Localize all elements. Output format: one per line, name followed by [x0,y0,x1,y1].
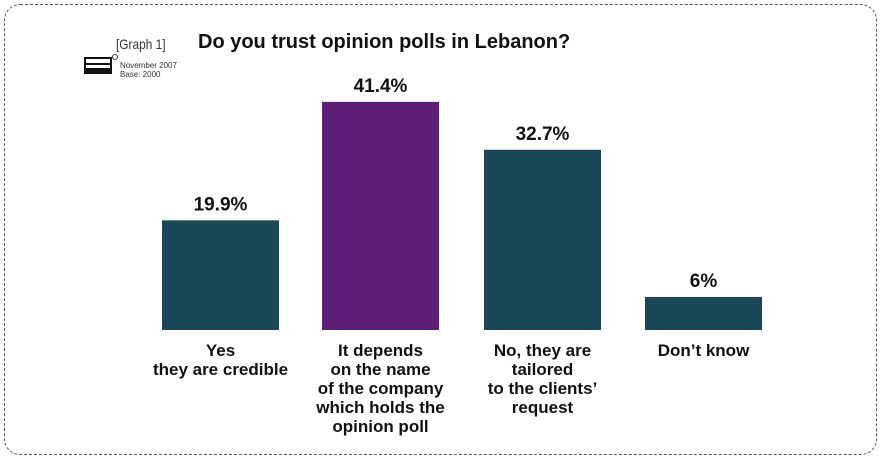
category-label-line: of the company [318,379,444,398]
bar-1 [162,220,279,330]
category-label-line: to the clients’ [488,379,598,398]
poll-meta: November 2007 Base: 2000 [120,61,177,79]
company-logo-icon [84,54,118,74]
value-label-1: 19.9% [194,194,248,215]
chart-frame [4,4,877,455]
bar-4 [645,296,762,330]
category-label-2: It depends on the name of the company which… [315,341,444,436]
poll-base: Base: 2000 [120,70,161,79]
category-label-line: Don’t know [658,341,750,360]
graph-tag: [Graph 1] [116,36,166,52]
value-label-2: 41.4% [354,76,408,97]
poll-date: November 2007 [120,61,177,70]
category-label-line: on the name [330,360,430,379]
category-label-4: Don’t know [658,341,750,360]
category-label-line: tailored [512,360,573,379]
bar-2 [322,101,439,330]
value-label-4: 6% [690,271,718,292]
chart-title: Do you trust opinion polls in Lebanon? [198,31,571,53]
category-label-line: which holds the [315,398,444,417]
category-label-line: Yes [206,341,235,360]
category-label-line: request [512,398,574,417]
category-label-line: opinion poll [332,417,428,436]
category-label-3: No, they are tailored to the clients’ reque… [488,341,598,417]
category-label-line: No, they are [494,341,591,360]
category-label-line: they are credible [153,360,288,379]
category-label-1: Yes they are credible [153,341,288,379]
category-label-line: It depends [338,341,423,360]
bar-3 [484,149,601,330]
value-label-3: 32.7% [516,124,570,145]
